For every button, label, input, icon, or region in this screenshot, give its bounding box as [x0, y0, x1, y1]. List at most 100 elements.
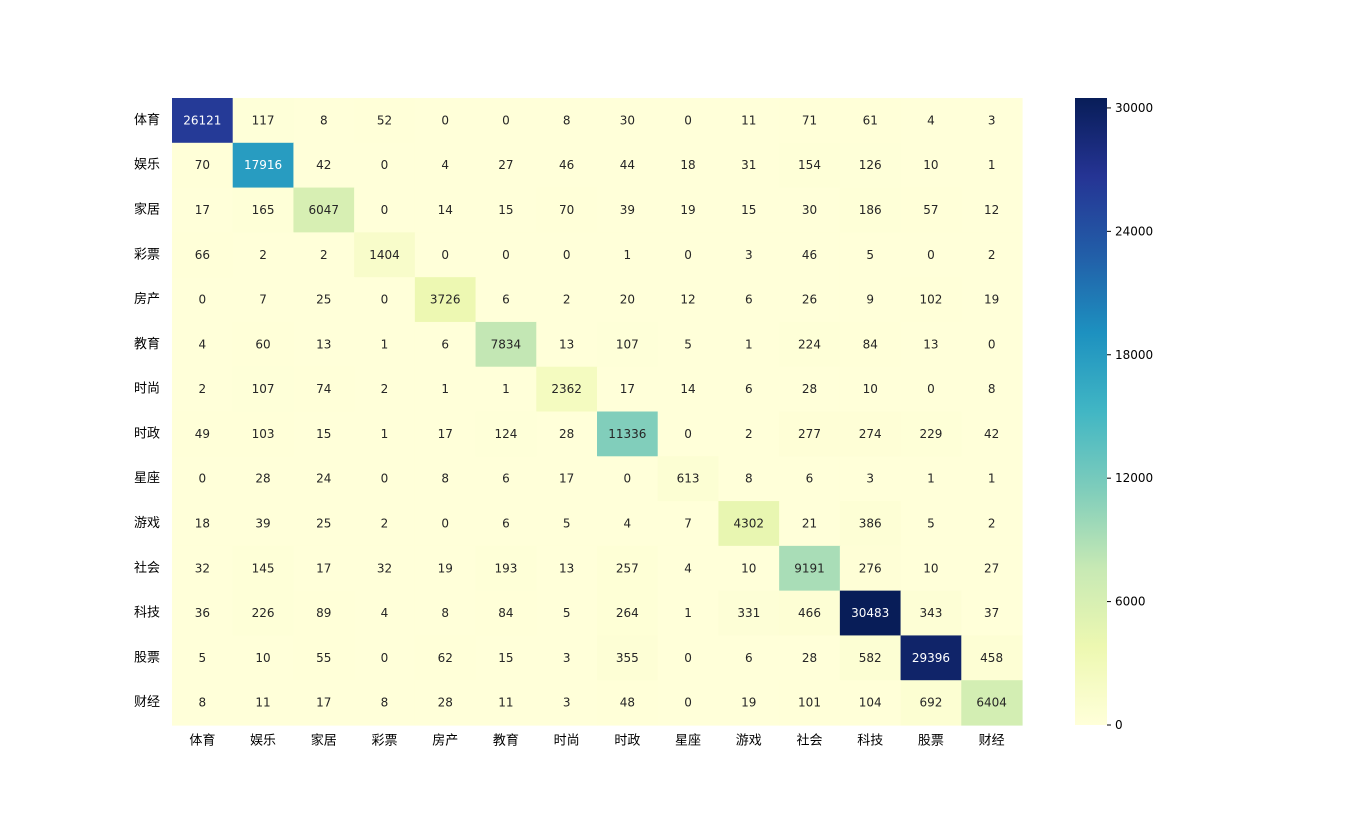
cell-value-label: 5: [563, 516, 571, 530]
heatmap-cell: [839, 187, 902, 233]
cell-value-label: 17: [316, 696, 331, 710]
heatmap-cell: [597, 366, 659, 413]
cell-value-label: 84: [498, 606, 513, 620]
cell-value-label: 19: [741, 696, 756, 710]
heatmap-cell: [657, 501, 720, 547]
heatmap-cell: [414, 456, 477, 502]
x-tick-label: 教育: [493, 733, 519, 749]
heatmap-cell: [172, 277, 234, 323]
cell-value-label: 32: [195, 561, 210, 575]
cell-value-label: 10: [863, 382, 878, 396]
cell-value-label: 28: [438, 696, 453, 710]
heatmap-cell: [839, 232, 902, 278]
cell-value-label: 15: [741, 203, 756, 217]
heatmap-cell: [900, 366, 962, 413]
heatmap-cell: [839, 321, 902, 368]
heatmap-cell: [475, 277, 537, 323]
heatmap-cell: [839, 411, 902, 457]
y-tick-label: 体育: [134, 112, 160, 128]
heatmap-cell: [779, 635, 841, 681]
cell-value-label: 11: [498, 696, 513, 710]
heatmap-cell: [900, 142, 962, 189]
cell-value-label: 2: [988, 248, 996, 262]
heatmap-cell: [232, 98, 295, 144]
cell-value-label: 32: [377, 561, 392, 575]
cell-value-label: 48: [620, 696, 635, 710]
cell-value-label: 62: [438, 651, 453, 665]
heatmap-cell: [414, 187, 477, 233]
y-tick-label: 娱乐: [134, 158, 160, 173]
x-tick-label: 财经: [979, 734, 1005, 749]
heatmap-cell: [536, 545, 598, 592]
heatmap-cell: [232, 187, 295, 233]
heatmap-cell: [597, 98, 659, 144]
cell-value-label: 2: [988, 516, 996, 530]
colorbar-tick-label: 18000: [1115, 348, 1153, 362]
x-tick-label: 房产: [432, 733, 458, 749]
cell-value-label: 14: [438, 203, 453, 217]
cell-value-label: 257: [616, 561, 639, 575]
heatmap-cell: [839, 98, 902, 144]
cell-value-label: 6: [745, 293, 753, 307]
cell-value-label: 0: [624, 472, 632, 486]
cell-value-label: 8: [320, 113, 328, 127]
heatmap-cell: [232, 232, 295, 278]
cell-value-label: 0: [563, 248, 571, 262]
cell-value-label: 1: [502, 382, 510, 396]
heatmap-cell: [354, 501, 416, 547]
cell-value-label: 0: [381, 651, 389, 665]
y-tick-label: 时尚: [134, 382, 160, 397]
cell-value-label: 1: [381, 427, 389, 441]
cell-value-label: 7834: [491, 337, 522, 351]
colorbar-tick-label: 0: [1115, 718, 1123, 732]
cell-value-label: 0: [441, 248, 449, 262]
cell-value-label: 2: [563, 293, 571, 307]
cell-value-label: 0: [441, 516, 449, 530]
cell-value-label: 0: [381, 203, 389, 217]
cell-value-label: 1: [988, 158, 996, 172]
heatmap-cell: [536, 366, 598, 413]
cell-value-label: 6: [745, 382, 753, 396]
cell-value-label: 0: [381, 293, 389, 307]
heatmap-cell: [900, 680, 962, 726]
cell-value-label: 8: [988, 382, 996, 396]
cell-value-label: 10: [255, 651, 270, 665]
heatmap-cell: [597, 456, 659, 502]
cell-value-label: 20: [620, 293, 635, 307]
heatmap-cell: [961, 501, 1023, 547]
heatmap-cell: [597, 680, 659, 726]
heatmap-cell: [414, 411, 477, 457]
cell-value-label: 0: [684, 696, 692, 710]
heatmap-cell: [718, 590, 780, 637]
cell-value-label: 17: [620, 382, 635, 396]
heatmap-cell: [172, 590, 234, 637]
cell-value-label: 2: [381, 382, 389, 396]
cell-value-label: 1: [988, 472, 996, 486]
x-tick-label: 游戏: [736, 734, 762, 749]
heatmap-cell: [839, 590, 902, 637]
heatmap-cell: [293, 232, 355, 278]
heatmap-cell: [961, 366, 1023, 413]
x-tick-label: 科技: [857, 734, 883, 749]
heatmap-cell: [293, 277, 355, 323]
cell-value-label: 0: [684, 248, 692, 262]
heatmap-cell: [293, 187, 355, 233]
heatmap-cell: [475, 321, 537, 368]
heatmap-cell: [475, 142, 537, 189]
heatmap-cell: [414, 277, 477, 323]
heatmap-cell: [172, 635, 234, 681]
heatmap-cell: [900, 411, 962, 457]
cell-value-label: 10: [741, 561, 756, 575]
heatmap-cell: [839, 680, 902, 726]
heatmap-cells: [172, 98, 1023, 726]
cell-value-label: 26121: [183, 113, 221, 127]
heatmap-cell: [779, 187, 841, 233]
y-tick-label: 股票: [134, 650, 160, 665]
cell-value-label: 29396: [912, 651, 950, 665]
cell-value-label: 8: [441, 606, 449, 620]
heatmap-cell: [354, 411, 416, 457]
cell-value-label: 1: [745, 337, 753, 351]
heatmap-cell: [597, 187, 659, 233]
cell-value-label: 4302: [734, 516, 765, 530]
heatmap-cell: [414, 142, 477, 189]
